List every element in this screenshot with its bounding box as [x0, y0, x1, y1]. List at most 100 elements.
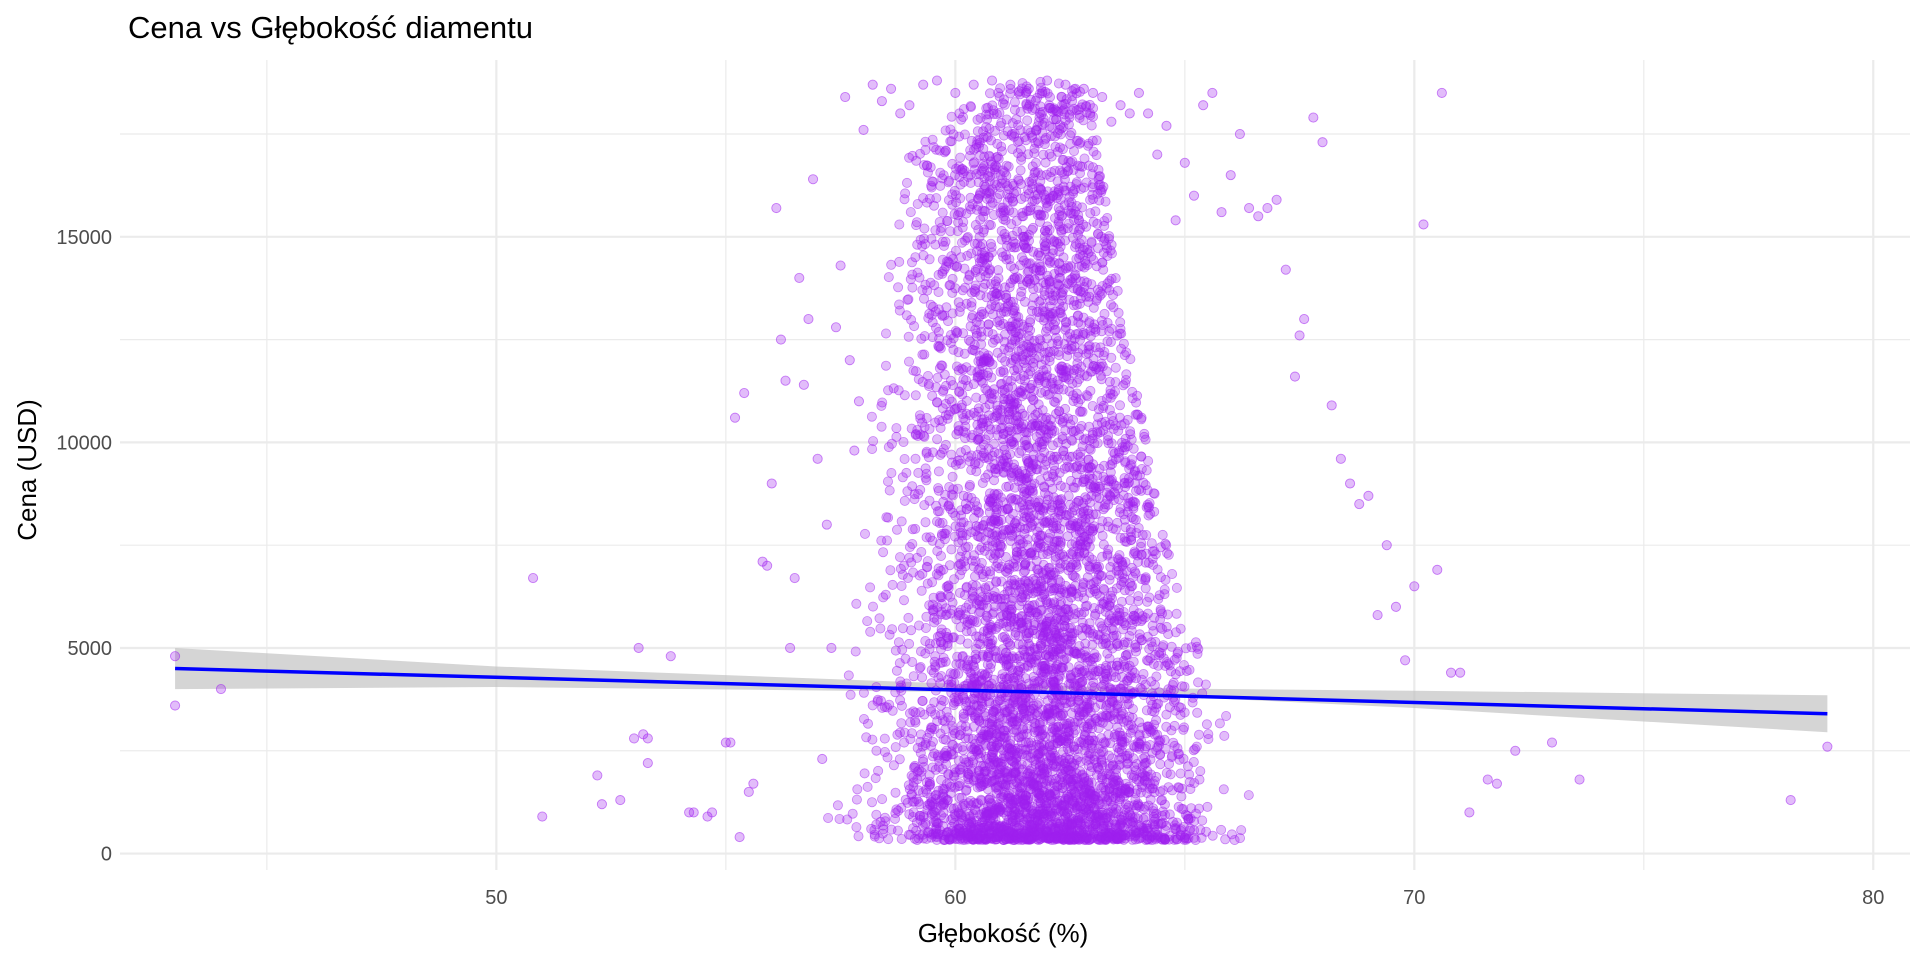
data-point: [1086, 120, 1097, 131]
data-point: [863, 718, 874, 729]
data-point: [1010, 327, 1021, 338]
data-point: [1053, 279, 1064, 290]
data-point: [865, 626, 876, 637]
data-point: [946, 544, 957, 555]
data-point: [1044, 148, 1055, 159]
data-point: [985, 220, 996, 231]
data-point: [1074, 367, 1085, 378]
data-point: [916, 646, 927, 657]
data-point: [851, 822, 862, 833]
data-point: [915, 484, 926, 495]
data-point: [1077, 202, 1088, 213]
data-point: [874, 613, 885, 624]
data-point: [1096, 746, 1107, 757]
data-point: [911, 220, 922, 231]
data-point: [892, 524, 903, 535]
data-point: [951, 245, 962, 256]
data-point: [933, 466, 944, 477]
data-point: [885, 565, 896, 576]
data-point: [1131, 803, 1142, 814]
data-point: [883, 834, 894, 845]
data-point: [1194, 729, 1205, 740]
data-point: [859, 768, 870, 779]
data-point: [899, 453, 910, 464]
data-point: [1100, 196, 1111, 207]
data-point: [1097, 257, 1108, 268]
data-point: [895, 552, 906, 563]
data-point: [891, 423, 902, 434]
data-point: [944, 175, 955, 186]
data-point: [891, 431, 902, 442]
data-point: [1116, 596, 1127, 607]
data-point: [834, 814, 845, 825]
data-point: [1171, 608, 1182, 619]
data-point: [978, 132, 989, 143]
data-point: [894, 299, 905, 310]
data-point: [1108, 289, 1119, 300]
data-point: [975, 214, 986, 225]
data-point: [966, 135, 977, 146]
data-point: [966, 248, 977, 259]
data-point: [896, 581, 907, 592]
data-point: [1170, 627, 1181, 638]
data-point: [860, 528, 871, 539]
data-point: [1193, 677, 1204, 688]
data-point: [947, 471, 958, 482]
data-point: [1066, 127, 1077, 138]
data-point: [899, 495, 910, 506]
point-layer: [170, 75, 1833, 846]
data-point: [938, 496, 949, 507]
data-point: [1110, 776, 1121, 787]
data-point: [1151, 702, 1162, 713]
data-point: [1243, 790, 1254, 801]
data-point: [899, 737, 910, 748]
data-point: [1112, 722, 1123, 733]
data-point: [1013, 87, 1024, 98]
data-point: [917, 672, 928, 683]
data-point: [1146, 637, 1157, 648]
chart-title: Cena vs Głębokość diamentu: [128, 10, 533, 45]
data-point: [1054, 246, 1065, 257]
data-point: [1008, 308, 1019, 319]
data-point: [908, 807, 919, 818]
data-point: [1007, 118, 1018, 129]
data-point: [888, 383, 899, 394]
data-point: [1068, 390, 1079, 401]
data-point: [862, 781, 873, 792]
data-point: [1014, 448, 1025, 459]
data-point: [918, 250, 929, 261]
data-point: [1099, 308, 1110, 319]
data-point: [925, 299, 936, 310]
data-point: [1128, 443, 1139, 454]
data-point: [993, 265, 1004, 276]
data-point: [933, 672, 944, 683]
data-point: [1098, 737, 1109, 748]
data-point: [1184, 664, 1195, 675]
data-point: [1077, 441, 1088, 452]
data-point: [1192, 648, 1203, 659]
data-point: [881, 328, 892, 339]
data-point: [1076, 667, 1087, 678]
data-point: [1085, 461, 1096, 472]
data-point: [1084, 551, 1095, 562]
data-point: [994, 548, 1005, 559]
data-point: [896, 516, 907, 527]
data-point: [1052, 176, 1063, 187]
data-point: [1092, 438, 1103, 449]
data-point: [965, 479, 976, 490]
data-point: [967, 313, 978, 324]
data-point: [1102, 548, 1113, 559]
data-point: [878, 547, 889, 558]
data-point: [1152, 564, 1163, 575]
data-point: [1115, 400, 1126, 411]
data-point: [1157, 624, 1168, 635]
data-point: [1070, 273, 1081, 284]
data-point: [1041, 597, 1052, 608]
data-point: [1140, 812, 1151, 823]
data-point: [902, 797, 913, 808]
data-point: [851, 598, 862, 609]
data-point: [877, 794, 888, 805]
data-point: [1146, 538, 1157, 549]
data-point: [1095, 617, 1106, 628]
data-point: [983, 592, 994, 603]
